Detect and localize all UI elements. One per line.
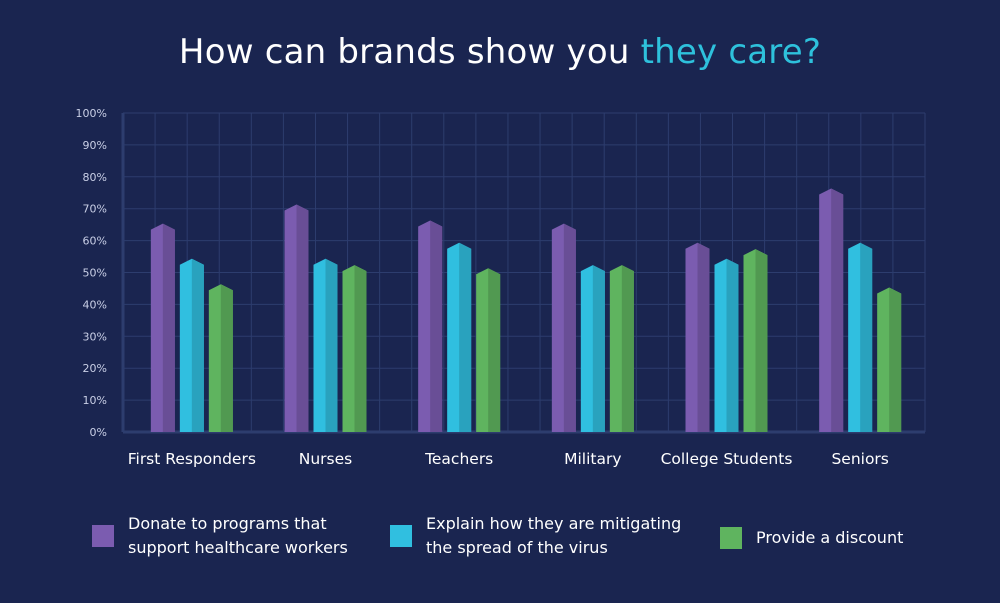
x-tick-label: First Responders xyxy=(128,450,256,468)
y-tick-label: 100% xyxy=(76,107,107,120)
x-tick-label: College Students xyxy=(661,450,793,468)
bar-facet xyxy=(860,242,873,432)
chart-legend: Donate to programs that support healthca… xyxy=(0,512,1000,572)
bar-facet xyxy=(191,258,204,432)
bar-facet xyxy=(296,204,309,432)
bar-facet xyxy=(592,265,605,432)
legend-label-explain: Explain how they are mitigating the spre… xyxy=(426,512,681,560)
legend-label-explain-line2: the spread of the virus xyxy=(426,538,608,557)
legend-label-donate-line1: Donate to programs that xyxy=(128,514,327,533)
bar-facet xyxy=(726,258,739,432)
legend-swatch-explain xyxy=(390,525,412,547)
y-tick-label: 20% xyxy=(83,362,107,375)
legend-item-donate: Donate to programs that support healthca… xyxy=(92,512,348,560)
bar-facet xyxy=(325,258,338,432)
legend-label-discount: Provide a discount xyxy=(756,526,903,550)
x-tick-label: Nurses xyxy=(299,450,352,468)
legend-swatch-discount xyxy=(720,527,742,549)
legend-item-explain: Explain how they are mitigating the spre… xyxy=(390,512,681,560)
y-tick-label: 90% xyxy=(83,139,107,152)
x-tick-label: Teachers xyxy=(424,450,493,468)
y-tick-label: 0% xyxy=(90,426,107,439)
bar-facet xyxy=(755,249,768,432)
bar-facet xyxy=(621,265,634,432)
x-tick-label: Military xyxy=(564,450,621,468)
y-tick-label: 80% xyxy=(83,171,107,184)
bar-facet xyxy=(697,242,710,432)
legend-label-donate: Donate to programs that support healthca… xyxy=(128,512,348,560)
bar-facet xyxy=(831,188,844,432)
bar-facet xyxy=(220,284,233,432)
bar-facet xyxy=(889,287,902,432)
y-tick-label: 70% xyxy=(83,203,107,216)
y-tick-label: 30% xyxy=(83,330,107,343)
bar-facet xyxy=(354,265,367,432)
x-tick-label: Seniors xyxy=(831,450,888,468)
y-tick-label: 50% xyxy=(83,267,107,280)
chart-title: How can brands show you they care? xyxy=(0,32,1000,72)
chart-title-main: How can brands show you xyxy=(178,32,641,72)
bar-facet xyxy=(488,268,501,432)
y-tick-label: 10% xyxy=(83,394,107,407)
bar-facet xyxy=(430,220,443,432)
legend-item-discount: Provide a discount xyxy=(720,526,903,550)
legend-label-discount-line1: Provide a discount xyxy=(756,528,904,547)
y-tick-label: 60% xyxy=(83,235,107,248)
bar-facet xyxy=(162,223,175,432)
y-tick-label: 40% xyxy=(83,298,107,311)
legend-label-donate-line2: support healthcare workers xyxy=(128,538,348,557)
legend-swatch-donate xyxy=(92,525,114,547)
bar-facet xyxy=(459,242,472,432)
legend-label-explain-line1: Explain how they are mitigating xyxy=(426,514,682,533)
bar-facet xyxy=(563,223,576,432)
chart-title-highlight: they care? xyxy=(640,32,822,72)
bar-chart: 0% 10% 20% 30% 40% 50% 60% 70% 80% 90% 100% First R… xyxy=(76,107,926,468)
